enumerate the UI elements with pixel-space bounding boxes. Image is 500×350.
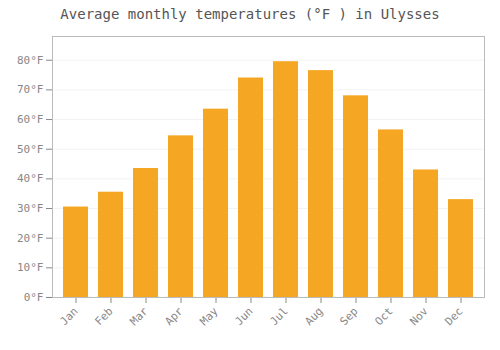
svg-text:70°F: 70°F (17, 83, 44, 96)
svg-text:10°F: 10°F (17, 261, 44, 274)
svg-text:Aug: Aug (302, 305, 325, 328)
svg-text:50°F: 50°F (17, 143, 44, 156)
svg-text:Jul: Jul (267, 305, 290, 328)
svg-text:0°F: 0°F (24, 291, 44, 304)
svg-text:Dec: Dec (442, 305, 465, 328)
svg-text:Sep: Sep (337, 305, 360, 328)
svg-text:Nov: Nov (407, 304, 431, 328)
svg-text:Feb: Feb (92, 305, 115, 328)
svg-text:Oct: Oct (372, 305, 395, 328)
svg-text:Jun: Jun (232, 305, 255, 328)
svg-text:Mar: Mar (127, 304, 151, 328)
svg-text:Apr: Apr (162, 304, 186, 328)
svg-text:May: May (197, 304, 221, 328)
svg-text:Jan: Jan (57, 305, 80, 328)
svg-text:30°F: 30°F (17, 202, 44, 215)
html-text:Average monthly temperatures (: Average monthly temperatures (°F ) in Ul… (60, 6, 440, 22)
svg-text:20°F: 20°F (17, 232, 44, 245)
svg-text:80°F: 80°F (17, 54, 44, 67)
svg-text:40°F: 40°F (17, 172, 44, 185)
svg-text:60°F: 60°F (17, 113, 44, 126)
